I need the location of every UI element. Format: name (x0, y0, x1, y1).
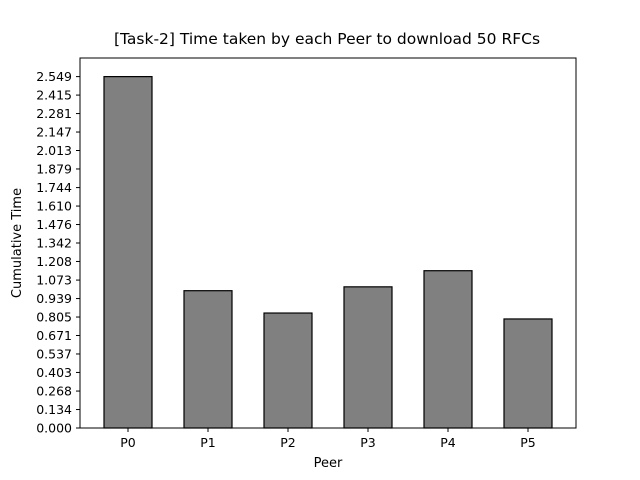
y-tick-label: 0.403 (36, 365, 72, 380)
bar-p5 (503, 318, 553, 429)
x-tick-label: P5 (520, 435, 536, 450)
y-tick-label: 0.134 (36, 402, 72, 417)
x-axis-ticks: P0 P1 P2 P3 P4 P5 (120, 428, 536, 450)
y-tick-label: 2.013 (36, 143, 72, 158)
y-axis-label: Cumulative Time (10, 188, 25, 298)
y-tick-label: 1.342 (36, 236, 72, 251)
y-tick-label: 2.549 (36, 69, 72, 84)
y-tick-label: 0.537 (36, 346, 72, 361)
x-tick-label: P2 (280, 435, 296, 450)
x-tick-label: P0 (120, 435, 136, 450)
bar-p3 (343, 286, 393, 429)
bar-p2 (263, 312, 313, 429)
y-tick-label: 0.671 (36, 328, 72, 343)
y-axis-ticks: 0.000 0.134 0.268 0.403 0.537 0.671 0.805 0.939… (36, 69, 80, 436)
bars-group (103, 76, 553, 429)
y-tick-label: 1.073 (36, 273, 72, 288)
y-tick-label: 2.415 (36, 88, 72, 103)
y-tick-label: 2.281 (36, 106, 72, 121)
y-tick-label: 0.939 (36, 291, 72, 306)
bar-p4 (423, 270, 473, 429)
x-tick-label: P1 (200, 435, 216, 450)
y-tick-label: 2.147 (36, 125, 72, 140)
y-tick-label: 1.879 (36, 161, 72, 176)
y-tick-label: 1.476 (36, 217, 72, 232)
plot-frame (79, 57, 577, 429)
y-tick-label: 0.000 (36, 421, 72, 436)
x-axis-label: Peer (314, 456, 343, 471)
y-tick-label: 1.610 (36, 199, 72, 214)
bar-p1 (183, 290, 233, 429)
chart-title: [Task-2] Time taken by each Peer to down… (114, 30, 540, 48)
y-tick-label: 1.208 (36, 254, 72, 269)
bar-p0 (103, 76, 153, 429)
y-tick-label: 0.268 (36, 384, 72, 399)
x-tick-label: P3 (360, 435, 376, 450)
y-tick-label: 0.805 (36, 310, 72, 325)
y-tick-label: 1.744 (36, 180, 72, 195)
x-tick-label: P4 (440, 435, 456, 450)
